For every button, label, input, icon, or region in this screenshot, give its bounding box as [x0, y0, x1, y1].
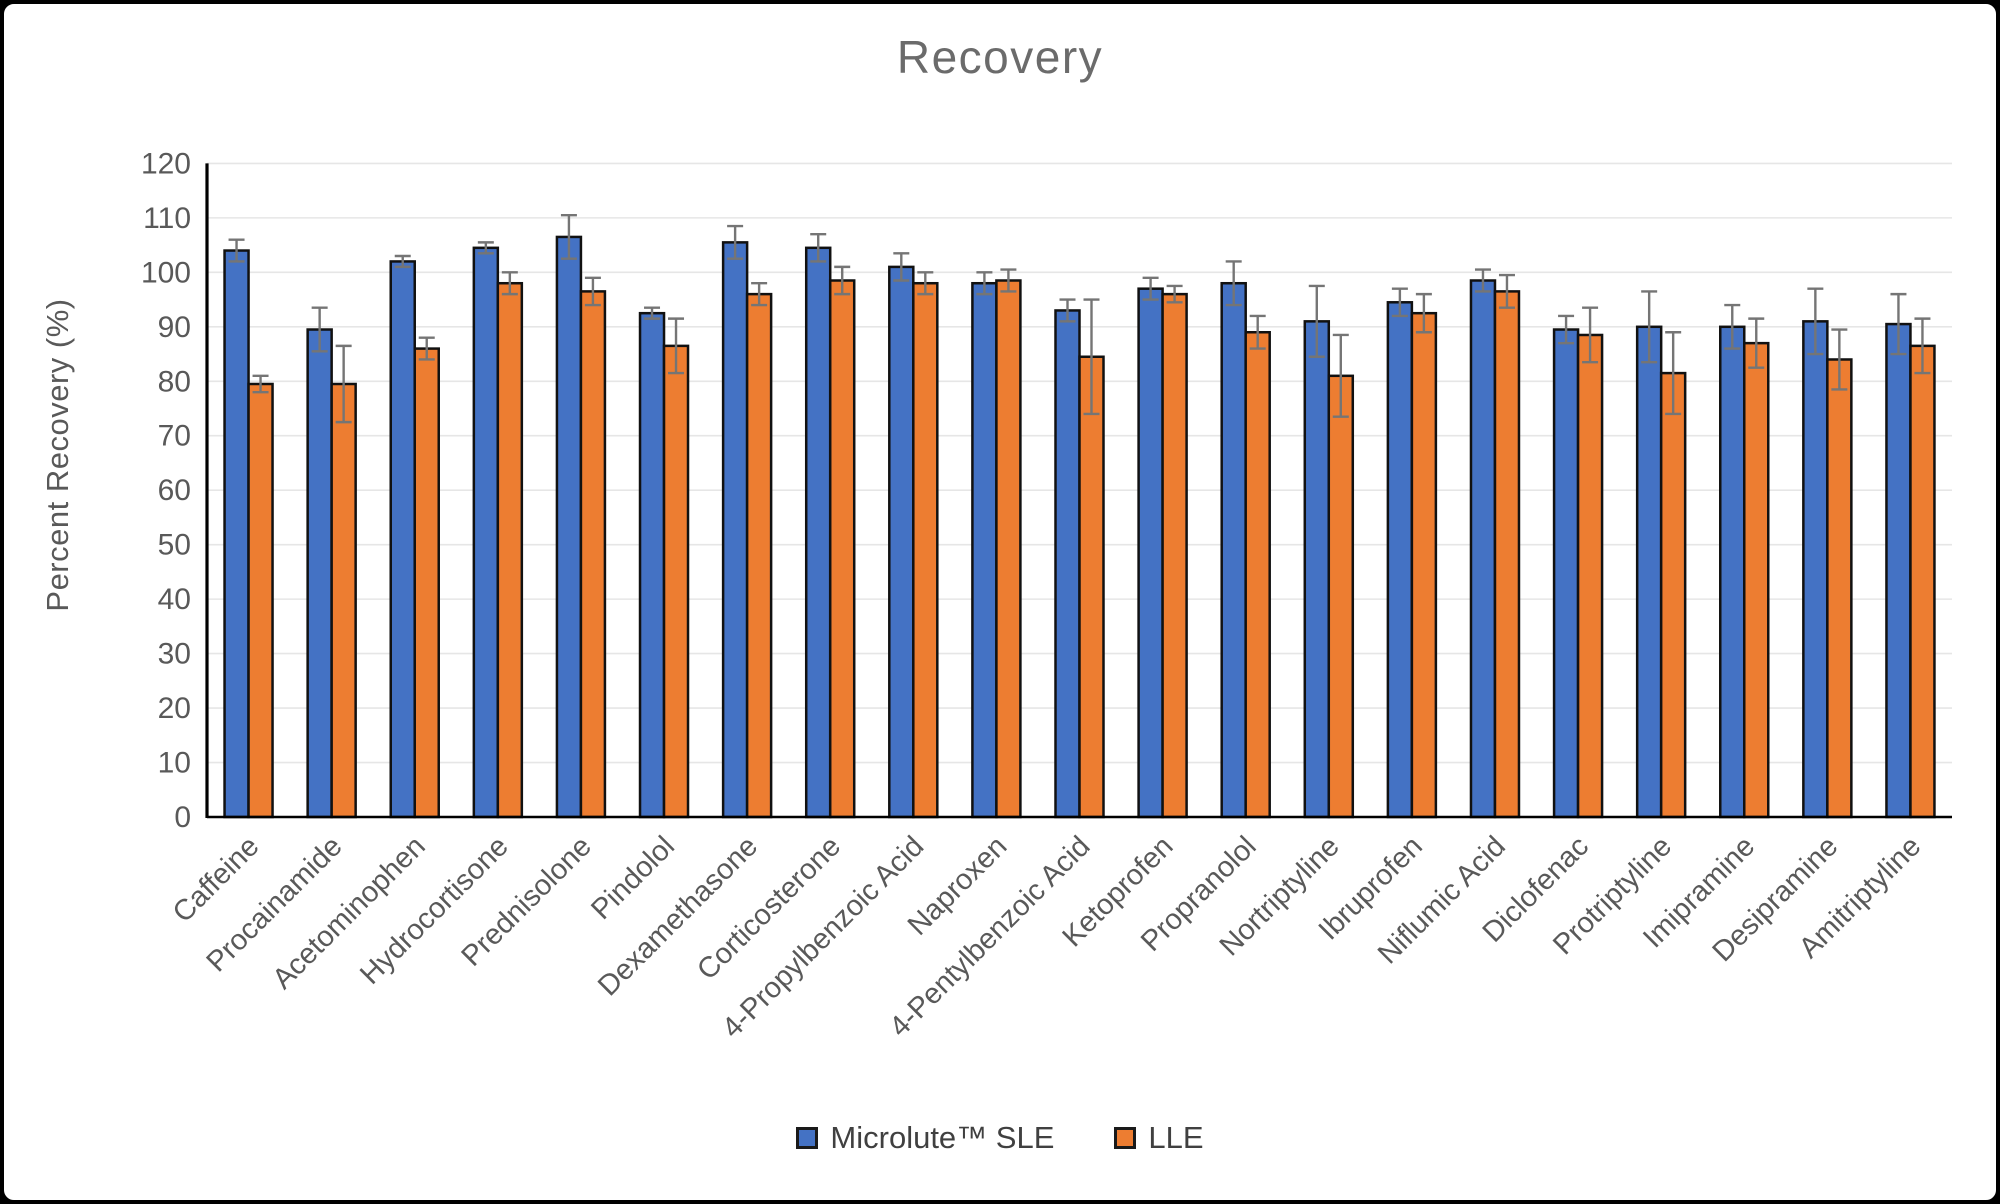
y-tick-label: 70	[158, 420, 191, 453]
bar	[1054, 309, 1081, 819]
y-tick-label: 100	[141, 256, 191, 289]
bar	[389, 260, 416, 819]
sle-series-swatch	[796, 1127, 819, 1149]
legend: Microlute™ SLE LLE	[0, 1120, 2000, 1156]
bar	[1410, 311, 1438, 819]
bar	[413, 347, 440, 819]
bar	[804, 246, 832, 819]
bar	[1719, 325, 1746, 819]
bar	[1493, 290, 1521, 819]
x-category-label: Acetominophen	[267, 830, 432, 995]
bar	[247, 382, 274, 819]
bar	[1885, 322, 1912, 819]
bar	[330, 382, 357, 819]
x-category-label: Hydrocortisone	[354, 830, 515, 991]
y-tick-label: 20	[158, 692, 191, 725]
bar	[306, 328, 333, 819]
y-tick-label: 110	[143, 202, 191, 235]
bar	[1826, 358, 1853, 819]
bar	[1327, 374, 1355, 819]
lle-series-swatch	[1114, 1127, 1137, 1149]
bar	[496, 281, 524, 819]
bar	[1469, 279, 1497, 819]
bar	[1659, 371, 1687, 819]
bar	[638, 311, 666, 819]
bar	[721, 241, 749, 819]
bar	[1743, 341, 1770, 819]
bar	[1909, 344, 1936, 819]
bar	[1303, 320, 1331, 819]
y-tick-label: 10	[158, 747, 191, 780]
bar	[745, 292, 773, 819]
bar	[1386, 301, 1414, 819]
bar	[1635, 325, 1663, 819]
lle-series-label: LLE	[1148, 1120, 1204, 1155]
bar	[662, 344, 690, 819]
bar	[828, 279, 856, 819]
legend-item-lle: LLE	[1114, 1120, 1204, 1156]
bar	[971, 281, 998, 819]
bar	[888, 265, 915, 819]
bar	[1802, 320, 1829, 819]
x-category-label: Corticosterone	[691, 830, 847, 986]
y-tick-label: 120	[141, 147, 191, 180]
bar	[1244, 330, 1271, 819]
y-tick-label: 80	[158, 365, 191, 398]
bar	[1137, 287, 1164, 819]
y-tick-label: 0	[174, 801, 191, 834]
bar	[555, 235, 583, 819]
y-tick-label: 50	[158, 529, 191, 562]
bar	[223, 249, 250, 819]
bar	[1078, 355, 1105, 819]
bar	[995, 279, 1022, 819]
bar-chart-plot-area: 0102030405060708090100110120CaffeineProc…	[141, 147, 1952, 1044]
sle-series-label: Microlute™ SLE	[830, 1120, 1055, 1155]
y-tick-label: 40	[158, 583, 191, 616]
bar	[579, 290, 607, 819]
bar	[912, 281, 939, 819]
bar	[1576, 333, 1604, 819]
legend-item-sle: Microlute™ SLE	[796, 1120, 1054, 1156]
y-tick-label: 60	[158, 474, 191, 507]
bar	[1552, 328, 1580, 819]
chart-title: Recovery	[896, 31, 1104, 83]
bar	[472, 246, 500, 819]
bar	[1161, 292, 1188, 819]
y-tick-label: 90	[158, 311, 191, 344]
y-tick-label: 30	[158, 638, 191, 671]
bar	[1220, 281, 1247, 819]
